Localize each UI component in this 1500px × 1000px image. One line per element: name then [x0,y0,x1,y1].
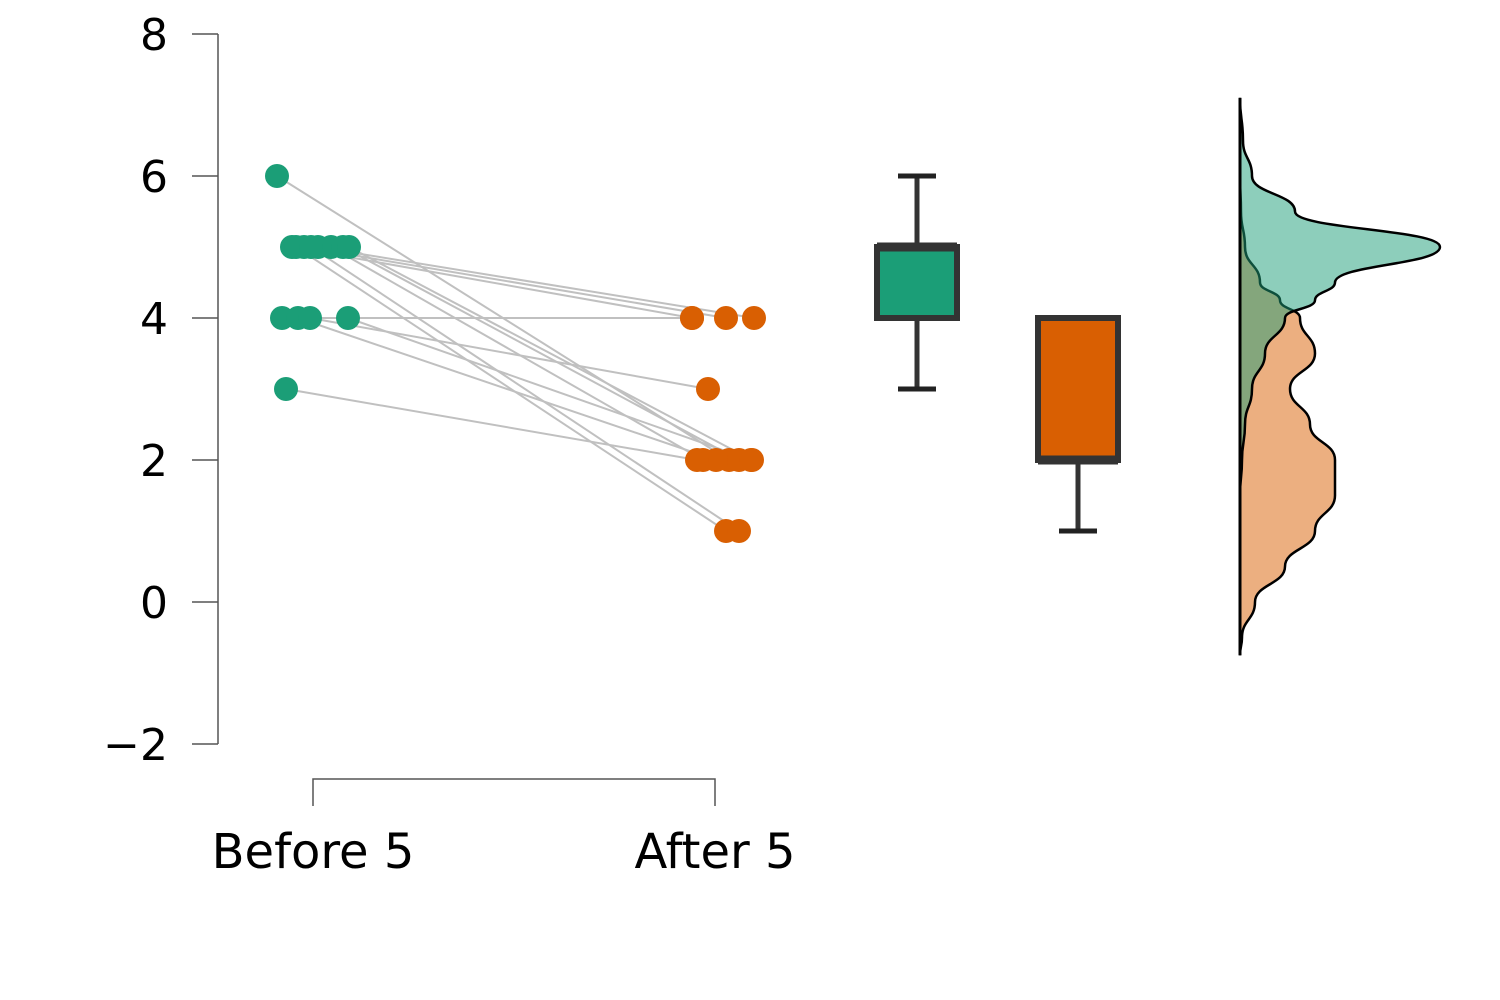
point-before [336,306,360,330]
y-tick-label: 2 [140,436,168,487]
point-after [704,448,728,472]
point-before [299,235,323,259]
point-before [265,164,289,188]
point-after [696,377,720,401]
pair-line [309,317,709,390]
pair-line [330,246,704,461]
pair-line [317,246,755,319]
point-after [739,448,763,472]
point-after [680,306,704,330]
y-tick-label: 0 [140,578,168,629]
pair-line [291,246,693,319]
box-iqr [1035,315,1121,463]
y-tick-label: −2 [103,720,168,771]
pair-line [297,317,717,461]
point-before [337,235,361,259]
data-points [265,164,766,543]
boxplot-after [1035,315,1121,534]
point-after [685,448,709,472]
pair-line [295,246,727,532]
point-before [298,306,322,330]
point-after [727,519,751,543]
y-tick-label: 4 [140,294,168,345]
boxplot-before [874,173,960,392]
point-after [742,306,766,330]
density-clouds [1238,97,1442,656]
x-axis-bracket [312,778,716,806]
pair-line [285,388,698,461]
point-after [714,306,738,330]
box-iqr [874,244,960,321]
pair-line [303,246,727,319]
pair-line [348,246,753,461]
y-tick-label: 8 [140,10,168,61]
pair-line [342,246,740,461]
pair-line [310,246,740,532]
x-category-label: After 5 [634,824,795,880]
axis-layer: −2 0 2 4 6 8 Before 5 After 5 [103,10,795,880]
y-tick-label: 6 [140,152,168,203]
boxplots [874,173,1121,534]
x-category-label: Before 5 [212,824,415,880]
pair-line [347,317,752,461]
pair-lines [276,175,755,532]
point-before [274,377,298,401]
